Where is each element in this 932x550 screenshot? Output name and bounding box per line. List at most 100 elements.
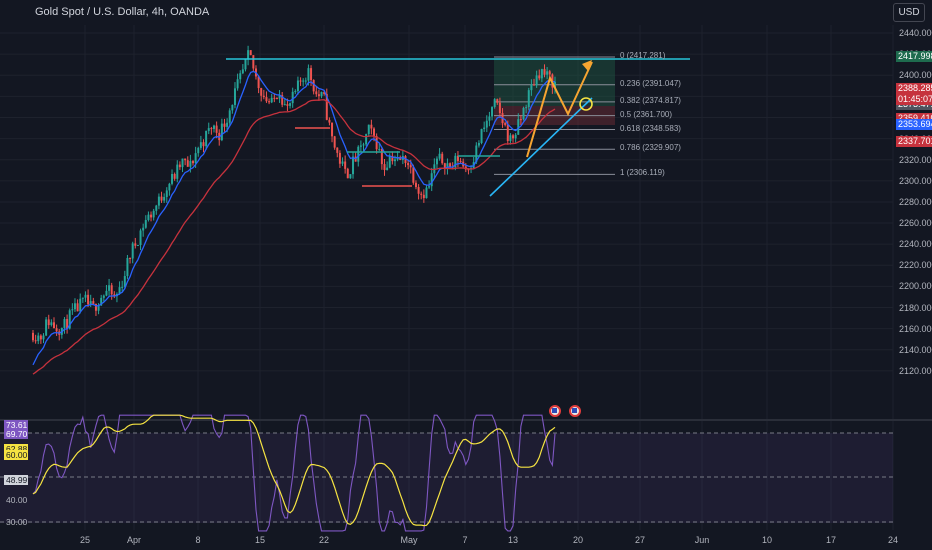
candle-body xyxy=(110,285,113,295)
candle-body xyxy=(346,168,349,179)
candle-body xyxy=(325,94,328,120)
price-tick-label: 2140.000 xyxy=(899,344,932,355)
candle-body xyxy=(184,158,187,161)
candle-body xyxy=(294,91,297,93)
rsi-tick-label: 30.00 xyxy=(6,517,28,527)
candle-body xyxy=(483,127,486,130)
candle-body xyxy=(527,90,530,108)
rsi-ma-line xyxy=(32,414,556,527)
candle-body xyxy=(66,319,69,329)
candle-body xyxy=(525,107,528,109)
candle-body xyxy=(491,107,494,117)
candle-body xyxy=(480,129,483,144)
candle-body xyxy=(168,183,171,191)
candle-body xyxy=(165,190,168,197)
candle-body xyxy=(417,187,420,194)
candle-body xyxy=(81,297,84,299)
candle-body xyxy=(509,135,512,141)
candle-body xyxy=(538,75,541,79)
candle-body xyxy=(320,92,323,97)
candle-body xyxy=(84,294,87,298)
us-flag-icon[interactable] xyxy=(549,405,561,417)
candle-body xyxy=(296,80,299,92)
candle-body xyxy=(157,196,160,206)
candle-body xyxy=(192,161,195,164)
candle-body xyxy=(278,95,281,99)
candle-body xyxy=(409,165,412,168)
support-trendline xyxy=(489,97,593,197)
candle-body xyxy=(37,335,40,342)
candle-body xyxy=(239,73,242,80)
candle-body xyxy=(428,186,431,188)
candle-body xyxy=(173,174,176,179)
rsi-line xyxy=(32,414,556,532)
candle-body xyxy=(312,80,315,92)
projection-path xyxy=(526,61,593,158)
candle-body xyxy=(393,159,396,162)
us-flag-icon[interactable] xyxy=(569,405,581,417)
candle-body xyxy=(136,245,139,247)
time-tick-label: 25 xyxy=(79,535,91,545)
candle-body xyxy=(331,122,334,137)
time-tick-label: 15 xyxy=(254,535,266,545)
candle-body xyxy=(55,328,58,332)
drawings xyxy=(226,58,690,197)
candle-body xyxy=(241,69,244,74)
candle-body xyxy=(257,76,260,89)
candle-body xyxy=(126,258,129,277)
candle-body xyxy=(404,156,407,164)
candle-body xyxy=(517,119,520,135)
candle-body xyxy=(310,68,313,81)
time-tick-label: May xyxy=(400,535,418,545)
candle-body xyxy=(412,167,415,183)
candle-body xyxy=(113,294,116,297)
fib-level-label: 0.236 (2391.047) xyxy=(620,78,681,88)
candle-body xyxy=(142,227,145,231)
candle-body xyxy=(477,143,480,146)
candle-body xyxy=(223,123,226,127)
time-tick-label: 24 xyxy=(887,535,899,545)
candle-body xyxy=(160,196,163,201)
candle-body xyxy=(273,97,276,99)
candle-body xyxy=(105,290,108,296)
price-tick-label: 2220.000 xyxy=(899,260,932,271)
time-tick-label: 27 xyxy=(634,535,646,545)
candle-body xyxy=(467,169,470,171)
candle-body xyxy=(123,276,126,287)
candle-body xyxy=(420,193,423,195)
price-tick-label: 2300.000 xyxy=(899,175,932,186)
candle-body xyxy=(147,214,150,220)
candle-body xyxy=(323,92,326,95)
price-badge: 2337.701 xyxy=(896,136,932,148)
candle-body xyxy=(373,128,376,137)
candle-body xyxy=(71,309,74,311)
candle-body xyxy=(186,160,189,167)
candle-body xyxy=(76,303,79,312)
currency-button[interactable]: USD xyxy=(893,3,925,22)
fib-level-label: 0.382 (2374.817) xyxy=(620,95,681,105)
candle-body xyxy=(63,319,66,329)
candle-body xyxy=(131,243,134,259)
candle-body xyxy=(362,144,365,146)
candle-body xyxy=(281,95,284,105)
candle-body xyxy=(504,123,507,125)
candle-body xyxy=(176,164,179,179)
candle-body xyxy=(540,69,543,79)
candle-body xyxy=(449,163,452,167)
candle-body xyxy=(92,301,95,304)
rsi-value-badge: 69.70 xyxy=(4,428,28,439)
time-tick-label: 7 xyxy=(462,535,468,545)
candle-body xyxy=(512,135,515,139)
candle-body xyxy=(333,136,336,148)
price-tick-label: 2200.000 xyxy=(899,281,932,292)
candle-body xyxy=(554,81,556,88)
candle-body xyxy=(283,104,286,106)
fib-level-label: 0.786 (2329.907) xyxy=(620,143,681,153)
candles xyxy=(32,45,556,345)
symbol-title[interactable]: Gold Spot / U.S. Dollar, 4h, OANDA xyxy=(35,6,210,18)
candle-body xyxy=(32,332,34,341)
time-tick-label: 10 xyxy=(761,535,773,545)
candle-body xyxy=(548,71,551,75)
candle-body xyxy=(87,294,90,305)
